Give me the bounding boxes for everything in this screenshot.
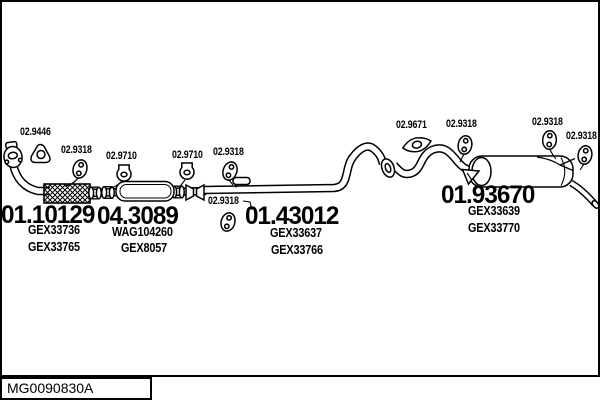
rubber-mount-icon xyxy=(116,164,132,182)
part-ref: GEX33766 xyxy=(271,243,323,257)
part-ref: GEX33765 xyxy=(28,240,80,254)
fitting-label-mount-tail: 02.9318 xyxy=(566,130,597,142)
fitting-label-mount-muffler-top: 02.9318 xyxy=(532,116,563,128)
part-number-centre-silencer: 04.3089 xyxy=(97,202,179,230)
fitting-label-mount-9710-left: 02.9710 xyxy=(106,150,137,162)
muffler-hanger-rod xyxy=(536,156,576,172)
part-ref: GEX8057 xyxy=(121,241,167,255)
drawing-code: MG0090830A xyxy=(0,377,152,400)
rubber-mount-icon xyxy=(179,162,195,180)
fitting-label-gasket-triangle: 02.9446 xyxy=(20,126,51,138)
part-ref: GEX33770 xyxy=(468,221,520,235)
part-ref: WAG104260 xyxy=(112,225,173,239)
part-number-centre-pipe: 01.43012 xyxy=(245,202,339,230)
fitting-label-mount-front: 02.9318 xyxy=(61,144,92,156)
centre-silencer-body xyxy=(115,180,175,202)
part-ref: GEX33736 xyxy=(28,223,80,237)
hanger-hook xyxy=(232,176,251,188)
front-pipe-drawing xyxy=(8,162,50,196)
rubber-mount-icon xyxy=(218,210,238,234)
fitting-label-gasket-rear: 02.9671 xyxy=(396,119,427,131)
rear-pipe-drawing xyxy=(390,144,479,179)
fitting-label-mount-mid-top: 02.9318 xyxy=(213,146,244,158)
centre-pipe-drawing xyxy=(203,142,388,195)
part-number-front-pipe: 01.10129 xyxy=(1,201,95,229)
pipe-flange-ring xyxy=(380,158,396,178)
part-ref: GEX33637 xyxy=(270,226,322,240)
front-flange-icon xyxy=(3,140,23,169)
part-number-rear-silencer: 01.93670 xyxy=(441,181,535,209)
rear-silencer-body xyxy=(468,155,574,188)
fitting-label-mount-9710-right: 02.9710 xyxy=(172,149,203,161)
triangle-gasket-icon xyxy=(30,143,51,164)
rubber-mount-icon xyxy=(455,133,475,157)
inlet-bracket-mark xyxy=(461,168,481,186)
rubber-mount-icon xyxy=(541,129,558,151)
tail-pipe xyxy=(569,179,600,209)
fitting-label-mount-rear-pipe: 02.9318 xyxy=(446,118,477,130)
leader-lines xyxy=(63,149,585,211)
exhaust-system-drawing xyxy=(3,129,600,234)
part-ref: GEX33639 xyxy=(468,204,520,218)
rubber-mount-icon xyxy=(575,143,595,167)
rubber-mount-icon xyxy=(70,157,90,181)
fitting-label-mount-mid-bottom: 02.9318 xyxy=(208,195,239,207)
